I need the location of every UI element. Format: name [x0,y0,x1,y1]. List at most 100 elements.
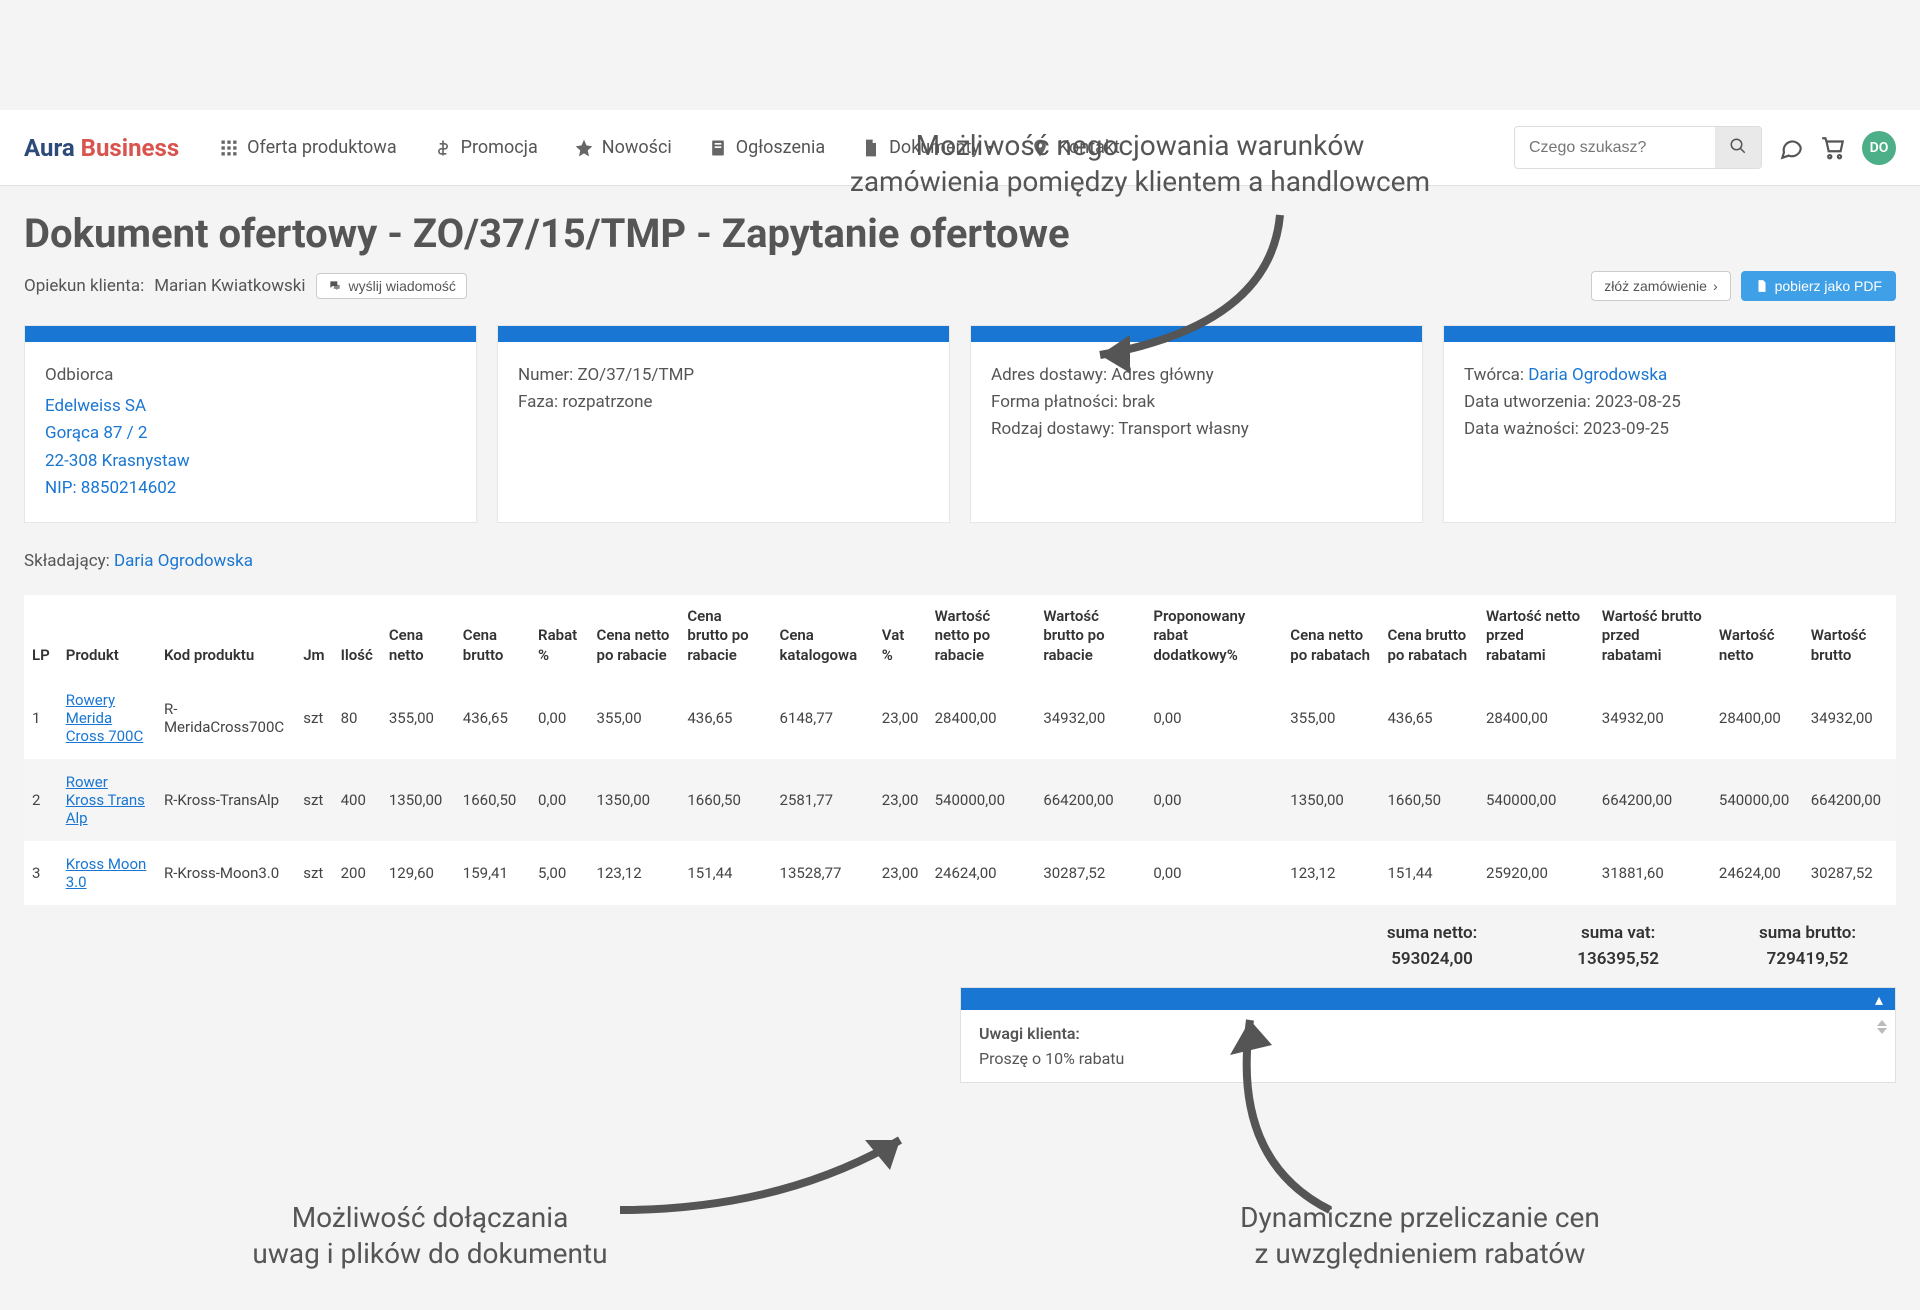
cell-val_net_before: 28400,00 [1478,677,1594,759]
cell-jm: szt [295,841,332,905]
nav-contact[interactable]: Kontakt [1030,137,1120,158]
total-vat: suma vat: 136395,52 [1577,923,1659,969]
search-input[interactable] [1515,129,1715,167]
nav-ads[interactable]: Ogłoszenia [708,137,825,158]
cell-gross: 159,41 [455,841,530,905]
col-val-net-before: Wartość netto przed rabatami [1478,595,1594,678]
cell-qty: 200 [333,841,381,905]
cell-vat: 23,00 [874,759,927,841]
cell-jm: szt [295,759,332,841]
annotation-bottom-left: Możliwość dołączania uwag i plików do do… [170,1200,690,1273]
scroll-indicator[interactable] [1877,1020,1889,1034]
cell-code: R-Kross-TransAlp [156,759,295,841]
send-message-label: wyślij wiadomość [349,278,456,294]
table-row: 3Kross Moon 3.0R-Kross-Moon3.0szt200129,… [24,841,1896,905]
product-link[interactable]: Kross Moon 3.0 [66,855,147,891]
col-product: Produkt [58,595,156,678]
nav-docs[interactable]: Dokumenty ▾ [861,137,994,158]
submitter-name[interactable]: Daria Ogrodowska [114,551,253,571]
total-net: suma netto: 593024,00 [1387,923,1477,969]
valid-date: Data ważności: 2023-09-25 [1464,416,1875,443]
table-row: 2Rower Kross Trans AlpR-Kross-TransAlpsz… [24,759,1896,841]
top-navbar: Aura Business Oferta produktowa Promocja… [0,110,1920,186]
search-box [1514,126,1762,169]
total-gross-value: 729419,52 [1759,949,1856,969]
nav-offer-label: Oferta produktowa [247,137,396,158]
delivery-type: Rodzaj dostawy: Transport własny [991,416,1402,443]
col-net-after: Cena netto po rabacie [589,595,680,678]
cell-val_net_before: 540000,00 [1478,759,1594,841]
card-accent-bar [25,326,476,342]
dollar-icon [433,138,453,158]
owner-info: Opiekun klienta: Marian Kwiatkowski wyśl… [24,273,467,299]
logo: Aura Business [24,134,179,162]
notes-panel: ▴ Uwagi klienta: Proszę o 10% rabatu [960,987,1896,1083]
card-meta: Twórca: Daria Ogrodowska Data utworzenia… [1443,325,1896,523]
notes-label: Uwagi klienta: [979,1024,1877,1043]
file-icon [1755,279,1769,293]
card-accent-bar [971,326,1422,342]
cell-gross_after: 151,44 [679,841,771,905]
product-link[interactable]: Rowery Merida Cross 700C [66,691,144,745]
creator-name[interactable]: Daria Ogrodowska [1528,365,1667,385]
cell-net: 355,00 [381,677,455,759]
card-accent-bar [1444,326,1895,342]
cell-net_after: 1350,00 [589,759,680,841]
table-header: LP Produkt Kod produktu Jm Ilość Cena ne… [24,595,1896,678]
cell-net_after: 355,00 [589,677,680,759]
search-icon [1729,137,1747,155]
cell-val_gross_after: 30287,52 [1035,841,1145,905]
logo-part2: Business [81,134,180,162]
cell-qty: 80 [333,677,381,759]
main-nav: Oferta produktowa Promocja Nowości Ogłos… [219,137,1514,158]
cell-prop_discount: 0,00 [1145,841,1282,905]
doc-number: Numer: ZO/37/15/TMP [518,362,929,389]
annotation-bottom-right: Dynamiczne przeliczanie cen z uwzględnie… [1120,1200,1720,1273]
recipient-name[interactable]: Edelweiss SA [45,393,456,420]
table-row: 1Rowery Merida Cross 700CR-MeridaCross70… [24,677,1896,759]
place-order-button[interactable]: złóż zamówienie › [1591,271,1730,301]
search-button[interactable] [1715,127,1761,168]
col-gross: Cena brutto [455,595,530,678]
total-net-value: 593024,00 [1387,949,1477,969]
totals-row: suma netto: 593024,00 suma vat: 136395,5… [24,905,1896,987]
cell-val_gross: 34932,00 [1803,677,1896,759]
notes-collapse-bar[interactable]: ▴ [961,988,1895,1010]
logo-part1: Aura [24,134,75,162]
cell-val_gross_after: 664200,00 [1035,759,1145,841]
nav-offer[interactable]: Oferta produktowa [219,137,396,158]
cell-val_net: 540000,00 [1711,759,1803,841]
download-pdf-button[interactable]: pobierz jako PDF [1741,271,1896,301]
total-vat-label: suma vat: [1577,923,1659,943]
cart-icon[interactable] [1820,135,1846,161]
product-link[interactable]: Rower Kross Trans Alp [66,773,145,827]
cell-gross: 1660,50 [455,759,530,841]
nav-promo-label: Promocja [461,137,538,158]
send-message-button[interactable]: wyślij wiadomość [316,273,467,299]
annotation-arrow-bl [600,1100,960,1220]
user-avatar[interactable]: DO [1862,131,1896,165]
cell-product: Rower Kross Trans Alp [58,759,156,841]
scroll-down-icon [1877,1028,1887,1034]
cell-discount: 0,00 [530,677,589,759]
cell-lp: 2 [24,759,58,841]
doc-phase: Faza: rozpatrzone [518,389,929,416]
cell-prop_discount: 0,00 [1145,759,1282,841]
nav-promo[interactable]: Promocja [433,137,538,158]
cell-vat: 23,00 [874,677,927,759]
cell-code: R-Kross-Moon3.0 [156,841,295,905]
nav-ads-label: Ogłoszenia [736,137,825,158]
col-val-net: Wartość netto [1711,595,1803,678]
submitter-label: Składający: [24,551,110,571]
total-gross: suma brutto: 729419,52 [1759,923,1856,969]
creator-row: Twórca: Daria Ogrodowska [1464,362,1875,389]
cell-jm: szt [295,677,332,759]
products-table-wrap: LP Produkt Kod produktu Jm Ilość Cena ne… [24,595,1896,906]
chat-icon[interactable] [1778,135,1804,161]
owner-name: Marian Kwiatkowski [154,276,305,296]
nav-news[interactable]: Nowości [574,137,672,158]
col-val-net-after: Wartość netto po rabacie [927,595,1036,678]
cell-val_gross_before: 34932,00 [1594,677,1711,759]
cell-gross_after: 436,65 [679,677,771,759]
cell-gross: 436,65 [455,677,530,759]
